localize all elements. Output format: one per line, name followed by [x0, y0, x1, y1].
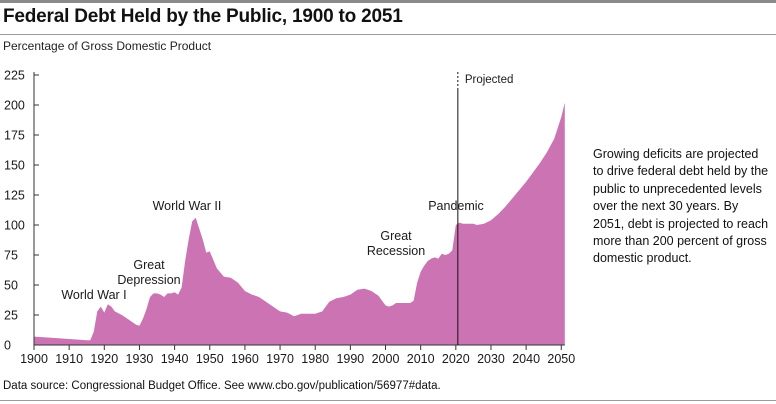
annotation-line: Recession: [367, 244, 425, 258]
chart-title: Federal Debt Held by the Public, 1900 to…: [3, 6, 403, 27]
y-tick-label-125: 125: [4, 189, 25, 203]
y-tick-label-25: 25: [4, 309, 18, 323]
annotation-line: Great: [133, 258, 165, 272]
annotation-great-recession: Great Recession: [367, 229, 425, 258]
y-tick-label-100: 100: [4, 219, 25, 233]
x-tick-label-1930: 1930: [126, 352, 154, 366]
y-tick-label-0: 0: [4, 339, 11, 353]
x-tick-label-1970: 1970: [266, 352, 294, 366]
x-tick-label-1940: 1940: [161, 352, 189, 366]
annotation-line: Pandemic: [428, 199, 484, 213]
x-tick-label-2000: 2000: [372, 352, 400, 366]
chart-subtitle: Percentage of Gross Domestic Product: [3, 39, 212, 53]
debt-area-series: [34, 102, 565, 345]
x-tick-label-1910: 1910: [55, 352, 83, 366]
annotation-pandemic: Pandemic: [428, 199, 484, 213]
annotation-line: Depression: [117, 273, 180, 287]
bottom-border: [0, 400, 776, 401]
title-divider: [0, 34, 776, 35]
x-tick-label-1990: 1990: [336, 352, 364, 366]
x-tick-label-2010: 2010: [407, 352, 435, 366]
y-tick-label-175: 175: [4, 129, 25, 143]
x-tick-label-2030: 2030: [477, 352, 505, 366]
y-tick-label-225: 225: [4, 69, 25, 83]
annotation-line: World War II: [153, 199, 222, 213]
annotation-world-war-1: World War I: [61, 288, 126, 302]
x-tick-label-1920: 1920: [90, 352, 118, 366]
y-tick-label-50: 50: [4, 279, 18, 293]
top-border: [0, 0, 776, 3]
x-tick-label-2020: 2020: [442, 352, 470, 366]
annotation-world-war-2: World War II: [153, 199, 222, 213]
y-tick-label-200: 200: [4, 99, 25, 113]
data-source-note: Data source: Congressional Budget Office…: [3, 380, 441, 392]
annotation-great-depression: Great Depression: [117, 258, 180, 287]
x-tick-label-1900: 1900: [20, 352, 48, 366]
x-tick-label-2040: 2040: [512, 352, 540, 366]
y-tick-label-150: 150: [4, 159, 25, 173]
x-tick-label-2050: 2050: [547, 352, 575, 366]
annotation-line: World War I: [61, 288, 126, 302]
y-tick-label-75: 75: [4, 249, 18, 263]
annotation-line: Great: [380, 229, 412, 243]
commentary-text: Growing deficits are projected to drive …: [593, 147, 769, 266]
x-tick-label-1960: 1960: [231, 352, 259, 366]
projection-label: Projected: [465, 74, 514, 86]
x-tick-label-1980: 1980: [301, 352, 329, 366]
x-tick-label-1950: 1950: [196, 352, 224, 366]
